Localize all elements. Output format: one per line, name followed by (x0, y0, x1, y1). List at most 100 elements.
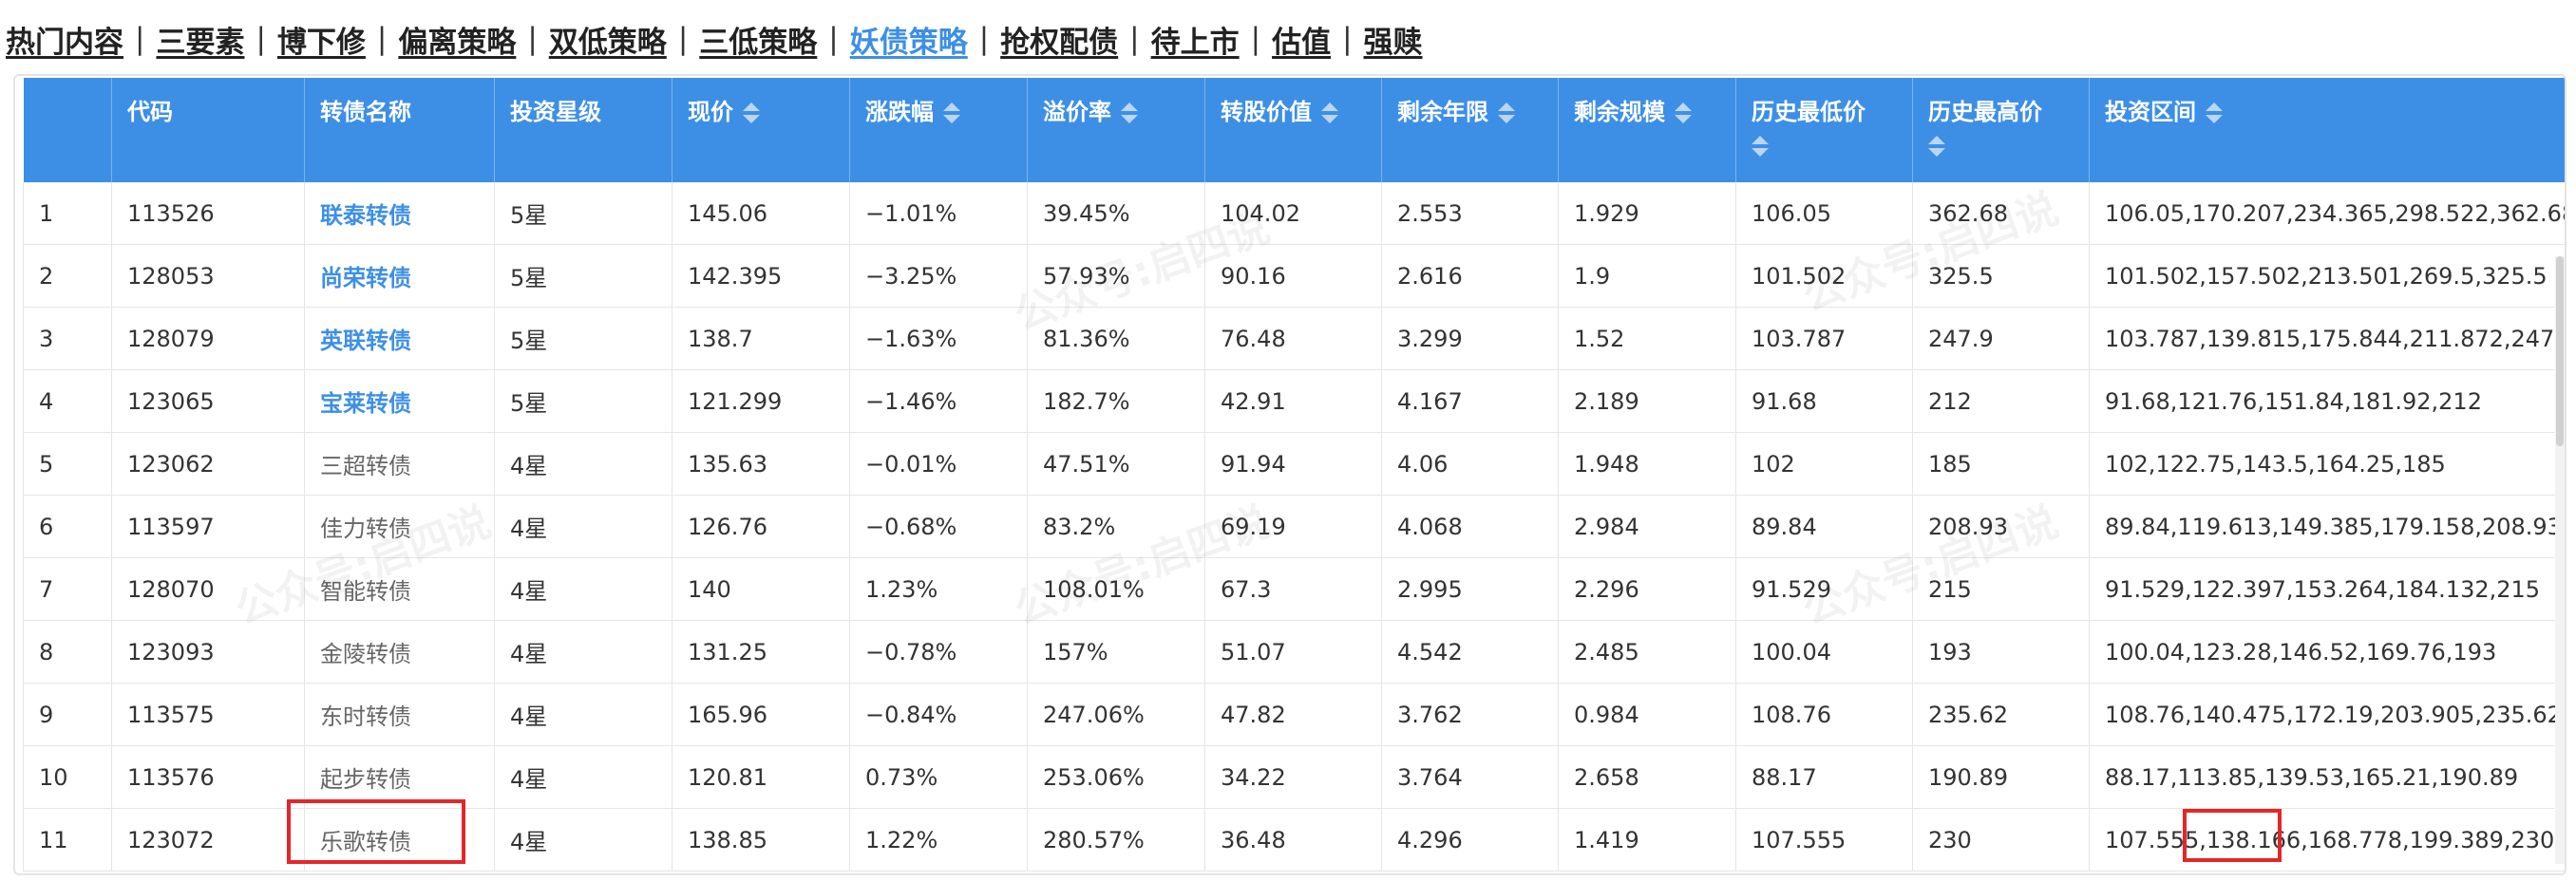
nav-item[interactable]: 妖债策略 (849, 25, 968, 60)
table-cell: 106.05,170.207,234.365,298.522,362.68 (2089, 182, 2565, 245)
table-cell: 113597 (111, 495, 305, 558)
table-cell: 11 (23, 808, 112, 872)
table-cell: 39.45% (1027, 182, 1205, 245)
nav-item[interactable]: 博下修 (276, 25, 366, 60)
table-cell: 215 (1912, 557, 2090, 621)
table-cell[interactable]: 尚荣转债 (304, 244, 495, 308)
table-row: 5 123062 三超转债 4星 135.63 −0.01% 47.51% 91.94 4.06… (23, 432, 2565, 496)
sort-icon[interactable] (2206, 102, 2223, 124)
table-cell: 100.04 (1735, 620, 1913, 684)
table-cell: 10 (23, 745, 112, 809)
table-cell: 101.502,157.502,213.501,269.5,325.5 (2089, 244, 2565, 308)
column-header[interactable]: 历史最高价 (1912, 78, 2090, 182)
nav-item[interactable]: 待上市 (1150, 25, 1240, 60)
nav-item[interactable]: 强赎 (1363, 25, 1423, 60)
sort-icon[interactable] (1752, 135, 1769, 158)
table-row: 2 128053 尚荣转债 5星 142.395 −3.25% 57.93% 90.16 2.6… (23, 244, 2565, 308)
column-header-label: 剩余规模 (1574, 78, 1692, 129)
table-cell: 0.73% (849, 745, 1028, 809)
table-cell: 247.06% (1027, 683, 1205, 746)
table-cell: 佳力转债 (304, 495, 495, 558)
table-cell: 140 (672, 557, 850, 621)
table-cell: 91.529 (1735, 557, 1913, 621)
column-header-label: 历史最低价 (1752, 78, 1866, 158)
nav-item[interactable]: 偏离策略 (398, 25, 517, 60)
table-cell: 47.51% (1027, 432, 1205, 496)
table-cell: 2.658 (1558, 745, 1736, 809)
sort-icon[interactable] (1121, 102, 1138, 124)
sort-icon[interactable] (1498, 102, 1515, 124)
table-cell: 121.299 (672, 369, 850, 433)
table-cell: −1.46% (849, 369, 1028, 433)
table-cell: 0.984 (1558, 683, 1736, 746)
table-row: 10 113576 起步转债 4星 120.81 0.73% 253.06% 34.22 3.7… (23, 745, 2565, 809)
table-row: 4 123065 宝莱转债 5星 121.299 −1.46% 182.7% 42.91 4.1… (23, 369, 2565, 433)
table-cell[interactable]: 联泰转债 (304, 182, 495, 245)
column-header: 代码 (111, 78, 305, 182)
table-cell: 123062 (111, 432, 305, 496)
table-cell: 1.948 (1558, 432, 1736, 496)
table-cell: 325.5 (1912, 244, 2090, 308)
table-cell: 3.764 (1381, 745, 1559, 809)
sort-icon[interactable] (1321, 102, 1338, 124)
table-cell: 2 (23, 244, 112, 308)
table-cell: 3.299 (1381, 307, 1559, 370)
table-cell: 100.04,123.28,146.52,169.76,193 (2089, 620, 2565, 684)
sort-icon[interactable] (943, 102, 960, 124)
table-cell: 106.05 (1735, 182, 1913, 245)
column-header[interactable]: 涨跌幅 (849, 78, 1028, 182)
table-cell: 51.07 (1204, 620, 1382, 684)
column-header-label: 转债名称 (320, 99, 411, 125)
table-cell: 3 (23, 307, 112, 370)
table-row: 9 113575 东时转债 4星 165.96 −0.84% 247.06% 47.82 3.7… (23, 683, 2565, 746)
column-header-label: 涨跌幅 (865, 78, 960, 129)
table-cell: 4星 (494, 808, 672, 872)
table-cell: 123065 (111, 369, 305, 433)
nav-item[interactable]: 抢权配债 (1000, 25, 1119, 60)
table-cell: 91.68 (1735, 369, 1913, 433)
table-cell: 2.189 (1558, 369, 1736, 433)
sort-icon[interactable] (1675, 102, 1692, 124)
table-cell: 4.068 (1381, 495, 1559, 558)
table-cell: −1.63% (849, 307, 1028, 370)
table-cell: 5星 (494, 182, 672, 245)
column-header[interactable]: 现价 (672, 78, 850, 182)
table-cell: −0.78% (849, 620, 1028, 684)
column-header[interactable]: 溢价率 (1027, 78, 1205, 182)
table-cell: 2.984 (1558, 495, 1736, 558)
nav-item[interactable]: 估值 (1272, 25, 1332, 60)
table-cell: 4星 (494, 620, 672, 684)
nav-item[interactable]: 三低策略 (699, 25, 818, 60)
table-cell: 4 (23, 369, 112, 433)
column-header[interactable]: 历史最低价 (1735, 78, 1913, 182)
table-cell: 4星 (494, 745, 672, 809)
table-cell[interactable]: 英联转债 (304, 307, 495, 370)
nav-separator: | (1250, 22, 1261, 56)
table-cell: 182.7% (1027, 369, 1205, 433)
sort-icon[interactable] (743, 102, 760, 124)
column-header[interactable]: 投资区间 (2089, 78, 2565, 182)
nav-item[interactable]: 三要素 (156, 25, 245, 60)
table-cell: 113576 (111, 745, 305, 809)
column-header[interactable]: 剩余年限 (1381, 78, 1559, 182)
nav-item[interactable]: 热门内容 (6, 25, 123, 60)
table-row: 3 128079 英联转债 5星 138.7 −1.63% 81.36% 76.48 3.299… (23, 307, 2565, 370)
sort-icon[interactable] (1928, 135, 1945, 158)
column-header-label: 剩余年限 (1397, 78, 1515, 129)
vertical-scrollbar[interactable] (2555, 256, 2565, 864)
column-header[interactable]: 转股价值 (1204, 78, 1382, 182)
table-cell: 47.82 (1204, 683, 1382, 746)
table-cell[interactable]: 宝莱转债 (304, 369, 495, 433)
table-cell: 东时转债 (304, 683, 495, 746)
nav-separator: | (978, 22, 990, 56)
column-header[interactable]: 剩余规模 (1558, 78, 1736, 182)
table-cell: 107.555 (1735, 808, 1913, 872)
table-cell: 57.93% (1027, 244, 1205, 308)
scrollbar-thumb[interactable] (2556, 256, 2564, 446)
table-cell: 108.01% (1027, 557, 1205, 621)
table-cell: 208.93 (1912, 495, 2090, 558)
table-cell: 107.555,138.166,168.778,199.389,230 (2089, 808, 2565, 872)
nav-item[interactable]: 双低策略 (548, 25, 667, 60)
column-header-label: 投资星级 (510, 99, 601, 125)
table-cell: 123093 (111, 620, 305, 684)
